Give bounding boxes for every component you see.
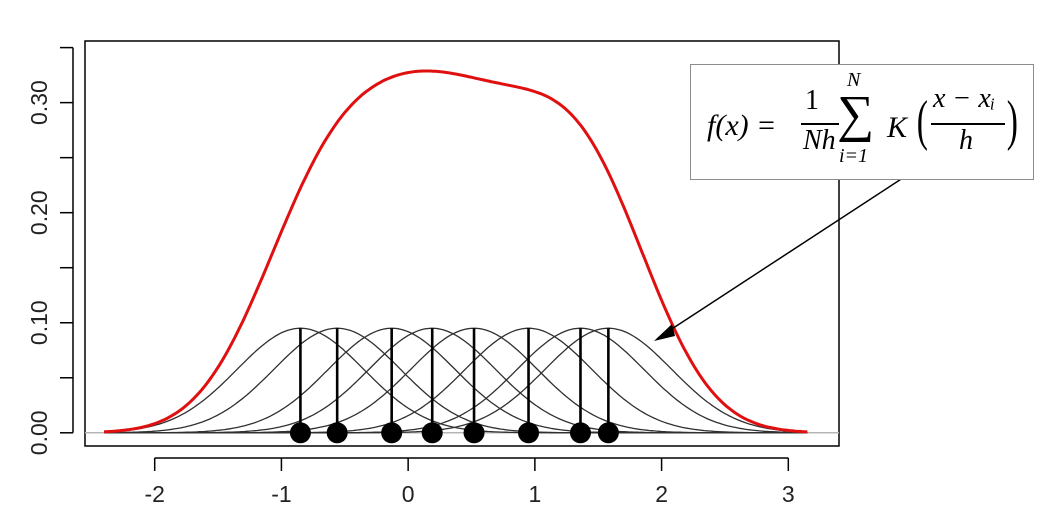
y-tick-label: 0.20: [26, 190, 52, 235]
formula-lhs: f(x) =: [707, 109, 777, 142]
x-tick-label: 2: [655, 481, 668, 507]
sample-points: [289, 422, 619, 444]
x-tick-label: 1: [528, 481, 541, 507]
x-tick-label: 0: [402, 481, 415, 507]
sample-point: [421, 422, 443, 444]
kernel-curve: [104, 327, 808, 434]
formula-fraction-bar: [801, 123, 839, 125]
arrow-head: [654, 324, 675, 341]
annotation-arrow: [657, 171, 913, 339]
formula-paren-left: (: [916, 90, 928, 152]
kernel-curves: [103, 327, 808, 434]
x-tick-label: 3: [782, 481, 795, 507]
sample-point: [518, 422, 540, 444]
x-axis: -2 -1 0 1 2 3: [144, 457, 795, 507]
y-tick-label: 0.30: [26, 80, 52, 125]
formula-sum-upper: N: [847, 69, 861, 91]
x-tick-label: -2: [144, 481, 164, 507]
x-tick-label: -1: [271, 481, 291, 507]
density-curve: [103, 69, 808, 434]
y-axis: 0.00 0.10 0.20 0.30: [26, 46, 74, 455]
plot-frame: [84, 40, 840, 447]
sample-point: [463, 422, 485, 444]
formula-paren-right: ): [1006, 90, 1018, 152]
sample-point: [381, 422, 403, 444]
formula-fraction-denominator: Nh: [803, 125, 836, 156]
sample-point: [326, 422, 348, 444]
sample-point: [569, 422, 591, 444]
formula-inner-numerator: x − xᵢ: [933, 83, 996, 114]
formula-sum-lower: i=1: [839, 145, 869, 167]
formula-sum-symbol: ∑: [837, 86, 875, 143]
sample-lines: [299, 328, 610, 433]
kde-formula-box: f(x) = 1 Nh N ∑ i=1 K ( x − xᵢ h ): [690, 64, 1034, 180]
formula-inner-denominator: h: [959, 125, 973, 156]
formula-kernel: K: [887, 111, 908, 144]
y-tick-label: 0.00: [26, 410, 52, 455]
formula-fraction-numerator: 1: [805, 85, 819, 116]
y-tick-label: 0.10: [26, 300, 52, 345]
sample-point: [597, 422, 619, 444]
formula-inner-bar: [931, 123, 1005, 125]
sample-point: [289, 422, 311, 444]
